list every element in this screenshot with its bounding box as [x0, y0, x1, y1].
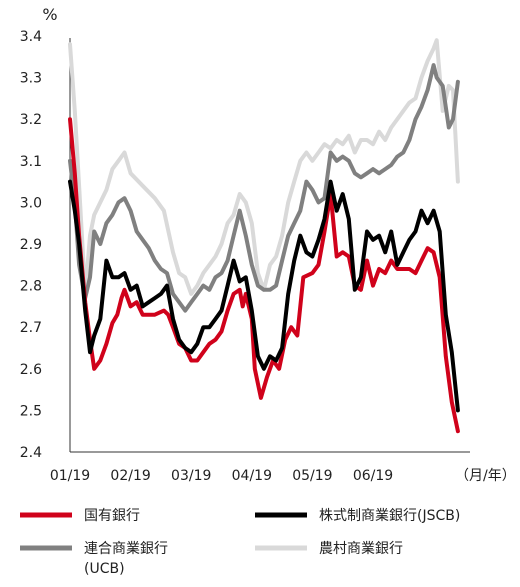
- x-axis-ticks: 01/19 02/19 03/19 04/19 05/19 06/19: [50, 468, 393, 484]
- legend-label: 連合商業銀行(UCB): [84, 541, 168, 577]
- y-tick-label: 3.3: [20, 71, 42, 87]
- x-tick-label: 04/19: [232, 468, 272, 484]
- y-axis-ticks: 2.4 2.5 2.6 2.7 2.8 2.9 3.0 3.1 3.2 3.3 3.4: [20, 29, 42, 461]
- y-tick-label: 2.9: [20, 237, 42, 253]
- legend-label: 国有銀行: [84, 508, 140, 524]
- y-tick-label: 3.1: [20, 154, 42, 170]
- series-line: [68, 38, 460, 296]
- x-tick-label: 03/19: [171, 468, 211, 484]
- legend: 国有銀行 株式制商業銀行(JSCB) 連合商業銀行(UCB) 農村商業銀行: [20, 508, 460, 577]
- x-tick-label: 01/19: [50, 468, 90, 484]
- y-tick-label: 3.0: [20, 195, 42, 211]
- x-axis-unit: （月/年）: [455, 468, 516, 484]
- y-tick-label: 2.7: [20, 320, 42, 336]
- y-tick-label: 3.2: [20, 112, 42, 128]
- x-tick-label: 06/19: [353, 468, 393, 484]
- x-tick-label: 05/19: [292, 468, 332, 484]
- y-axis-unit: %: [42, 5, 57, 24]
- legend-label: 株式制商業銀行(JSCB): [319, 508, 460, 524]
- x-tick-label: 02/19: [110, 468, 150, 484]
- y-tick-label: 3.4: [20, 29, 42, 45]
- series-line: [68, 63, 460, 313]
- legend-label: 農村商業銀行: [319, 541, 403, 557]
- series-line: [68, 117, 460, 434]
- y-tick-label: 2.8: [20, 279, 42, 295]
- series-lines: [68, 38, 460, 434]
- y-tick-label: 2.6: [20, 362, 42, 378]
- y-tick-label: 2.5: [20, 403, 42, 419]
- series-line: [68, 179, 460, 413]
- y-tick-label: 2.4: [20, 445, 42, 461]
